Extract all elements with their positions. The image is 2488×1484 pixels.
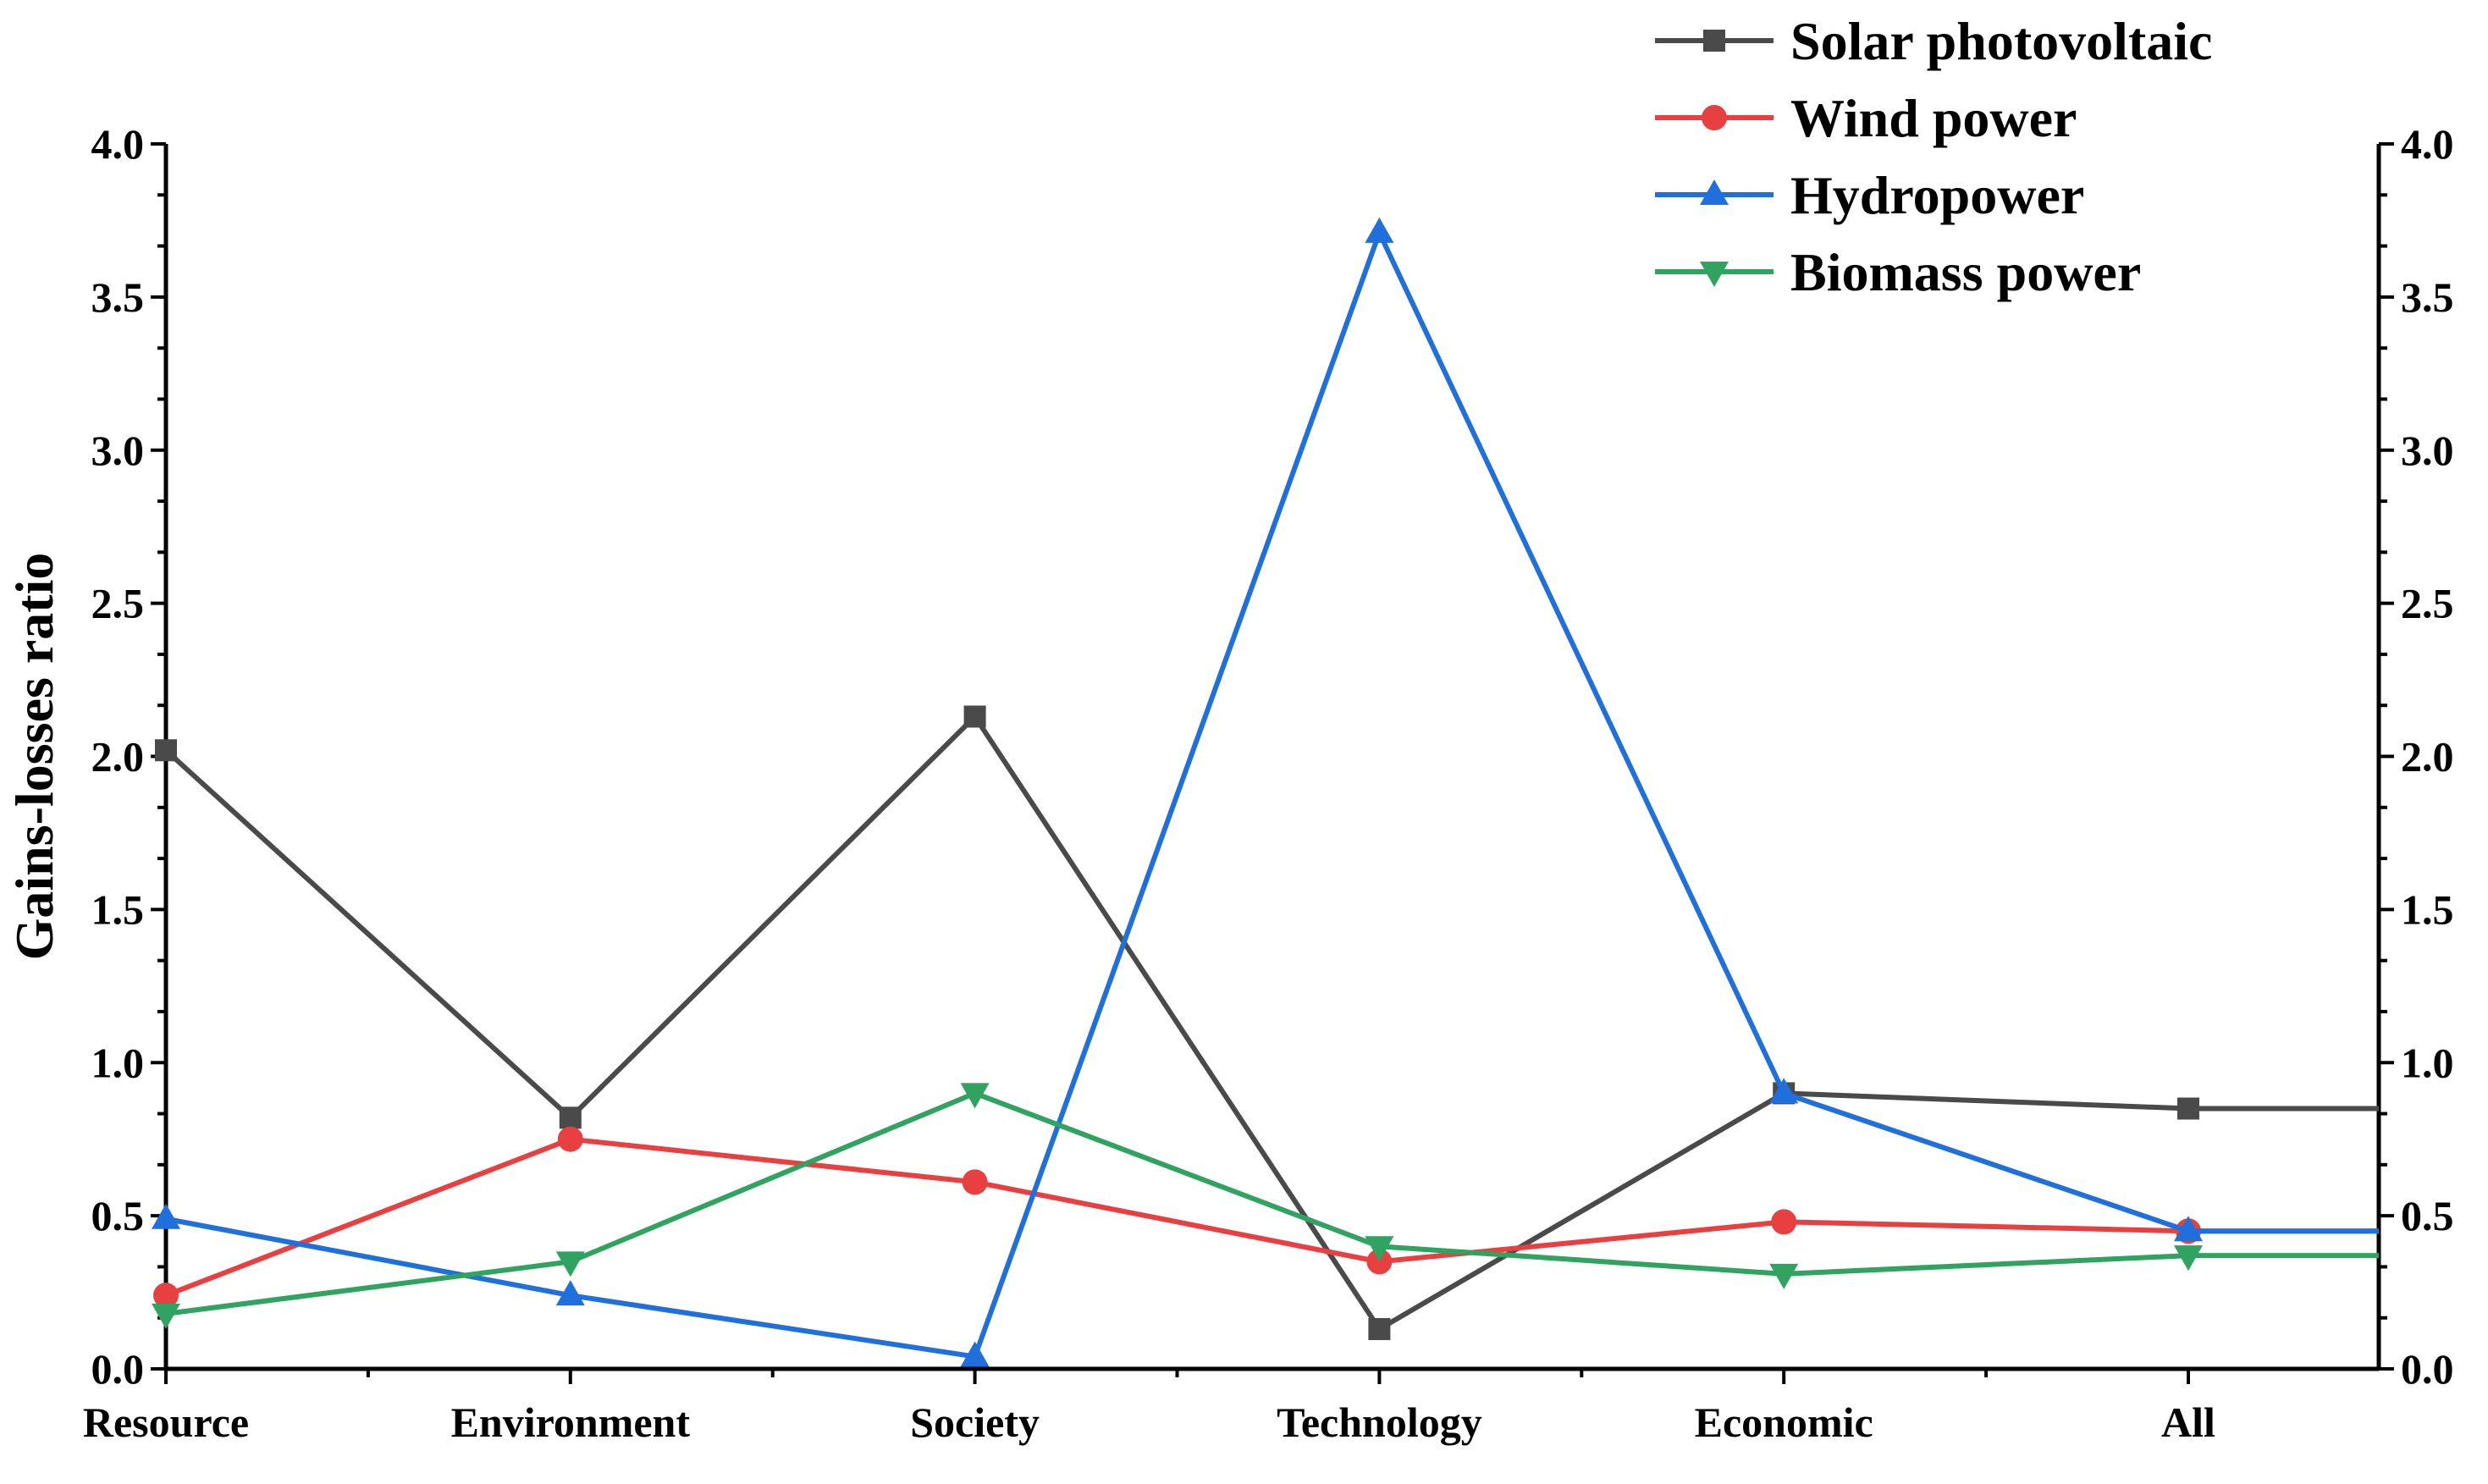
legend: Solar photovoltaic Wind power Hydropower Bi… [1655, 11, 2212, 302]
legend-label: Hydropower [1790, 165, 2084, 225]
data-point [1365, 217, 1394, 243]
y-tick-label-right: 0.5 [2401, 1192, 2454, 1239]
data-point [1769, 1078, 1799, 1104]
series-solar-photovoltaic [155, 705, 2379, 1340]
data-point [960, 1083, 990, 1109]
x-tick-label: Resource [83, 1398, 249, 1446]
data-point [963, 705, 986, 728]
series-biomass-power [152, 1083, 2379, 1329]
y-tick-label-right: 3.0 [2401, 427, 2454, 474]
series-layer [152, 217, 2379, 1367]
y-tick-label-right: 3.5 [2401, 273, 2454, 321]
data-point [559, 1106, 582, 1129]
data-point [555, 1251, 585, 1277]
data-point [960, 1341, 990, 1367]
y-tick-label-right: 1.5 [2401, 885, 2454, 933]
y-tick-label-right: 4.0 [2401, 120, 2454, 168]
data-point [1365, 1236, 1394, 1262]
y-tick-label-left: 3.5 [91, 273, 145, 321]
data-point [155, 739, 177, 762]
series-hydropower [152, 217, 2379, 1367]
legend-label: Solar photovoltaic [1790, 11, 2212, 71]
legend-marker [1700, 262, 1729, 287]
y-tick-label-right: 0.0 [2401, 1345, 2454, 1393]
y-tick-label-left: 2.0 [91, 733, 145, 781]
x-tick-label: Society [910, 1398, 1040, 1446]
data-point [557, 1126, 583, 1152]
data-point [2174, 1245, 2203, 1272]
series-line [163, 714, 2379, 1332]
data-point [2177, 1097, 2199, 1120]
y-tick-label-left: 0.0 [91, 1345, 145, 1393]
y-tick-label-right: 1.0 [2401, 1039, 2454, 1086]
y-tick-label-right: 2.0 [2401, 733, 2454, 781]
data-point [962, 1169, 988, 1195]
y-tick-label-left: 0.5 [91, 1192, 145, 1239]
data-point [2174, 1216, 2203, 1242]
data-point [153, 1283, 179, 1309]
legend-marker [1703, 30, 1725, 52]
x-tick-label: Economic [1695, 1398, 1873, 1446]
x-tick-label: All [2161, 1398, 2215, 1446]
data-point [1366, 1249, 1393, 1275]
x-tick-label: Technology [1277, 1398, 1482, 1446]
x-tick-label: Environment [451, 1398, 691, 1446]
data-point [1368, 1317, 1391, 1340]
series-line [165, 229, 2379, 1360]
y-tick-label-right: 2.5 [2401, 580, 2454, 627]
legend-marker [1702, 105, 1727, 130]
y-tick-label-left: 2.5 [91, 580, 145, 627]
data-point [152, 1303, 180, 1329]
y-tick-label-left: 3.0 [91, 427, 145, 474]
legend-label: Biomass power [1790, 242, 2141, 302]
legend-marker [1700, 179, 1729, 205]
y-tick-label-left: 1.0 [91, 1039, 145, 1086]
y-tick-label-left: 4.0 [91, 120, 145, 168]
y-axis-title: Gains-losses ratio [4, 553, 64, 961]
legend-label: Wind power [1790, 88, 2077, 148]
data-point [1769, 1263, 1799, 1289]
y-tick-label-left: 1.5 [91, 885, 145, 933]
data-point [152, 1203, 180, 1229]
data-point [1771, 1209, 1797, 1235]
data-point [555, 1280, 585, 1306]
axes: 0.0 0.0 0.5 0.5 1.0 1.0 1.5 1.5 2.0 2.0 2.5 2.5 3.0 3… [4, 120, 2454, 1446]
